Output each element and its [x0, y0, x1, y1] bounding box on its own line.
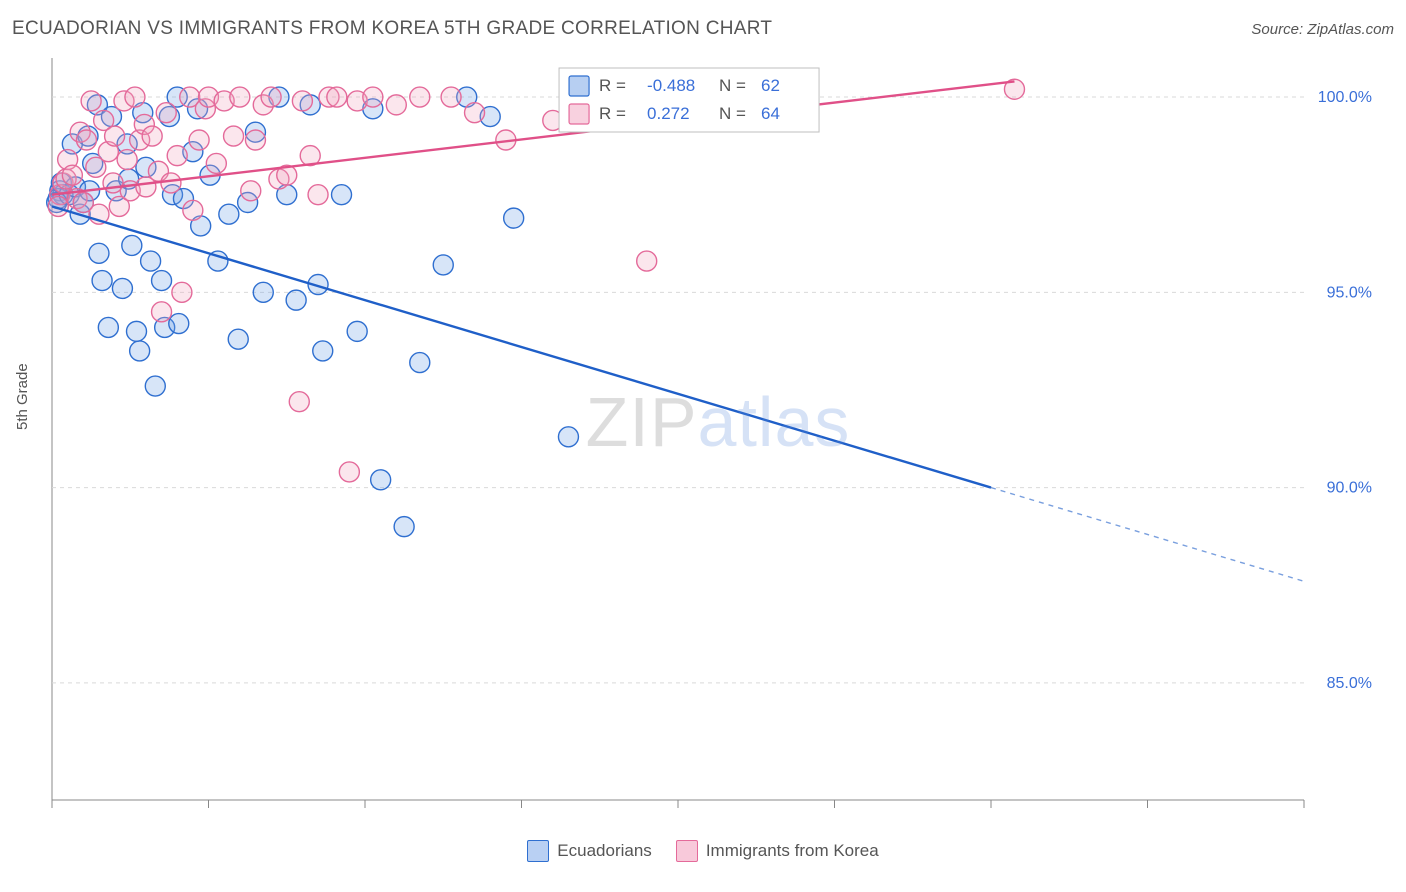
svg-text:R =: R =	[599, 76, 626, 95]
svg-text:100.0%: 100.0%	[1318, 89, 1372, 106]
legend-item-ecuadorians: Ecuadorians	[527, 840, 652, 862]
svg-text:-0.488: -0.488	[647, 76, 695, 95]
scatter-chart: 85.0%90.0%95.0%100.0%0.0%80.0%R =-0.488N…	[42, 50, 1394, 810]
svg-text:90.0%: 90.0%	[1327, 480, 1372, 497]
chart-area: 85.0%90.0%95.0%100.0%0.0%80.0%R =-0.488N…	[42, 50, 1394, 810]
y-axis-label: 5th Grade	[14, 363, 31, 430]
legend-item-korea: Immigrants from Korea	[676, 840, 879, 862]
svg-text:R =: R =	[599, 104, 626, 123]
legend-swatch	[676, 840, 698, 862]
source-prefix: Source:	[1251, 21, 1307, 38]
svg-text:64: 64	[761, 104, 780, 123]
legend-label: Ecuadorians	[557, 841, 652, 861]
chart-source: Source: ZipAtlas.com	[1251, 21, 1394, 38]
svg-text:85.0%: 85.0%	[1327, 675, 1372, 692]
chart-header: ECUADORIAN VS IMMIGRANTS FROM KOREA 5TH …	[12, 18, 1394, 40]
svg-text:N =: N =	[719, 104, 746, 123]
svg-text:0.272: 0.272	[647, 104, 690, 123]
svg-text:62: 62	[761, 76, 780, 95]
source-name: ZipAtlas.com	[1307, 21, 1394, 38]
svg-text:95.0%: 95.0%	[1327, 284, 1372, 301]
chart-title: ECUADORIAN VS IMMIGRANTS FROM KOREA 5TH …	[12, 18, 772, 40]
legend-swatch	[527, 840, 549, 862]
svg-text:N =: N =	[719, 76, 746, 95]
legend-bottom: Ecuadorians Immigrants from Korea	[0, 840, 1406, 862]
legend-label: Immigrants from Korea	[706, 841, 879, 861]
